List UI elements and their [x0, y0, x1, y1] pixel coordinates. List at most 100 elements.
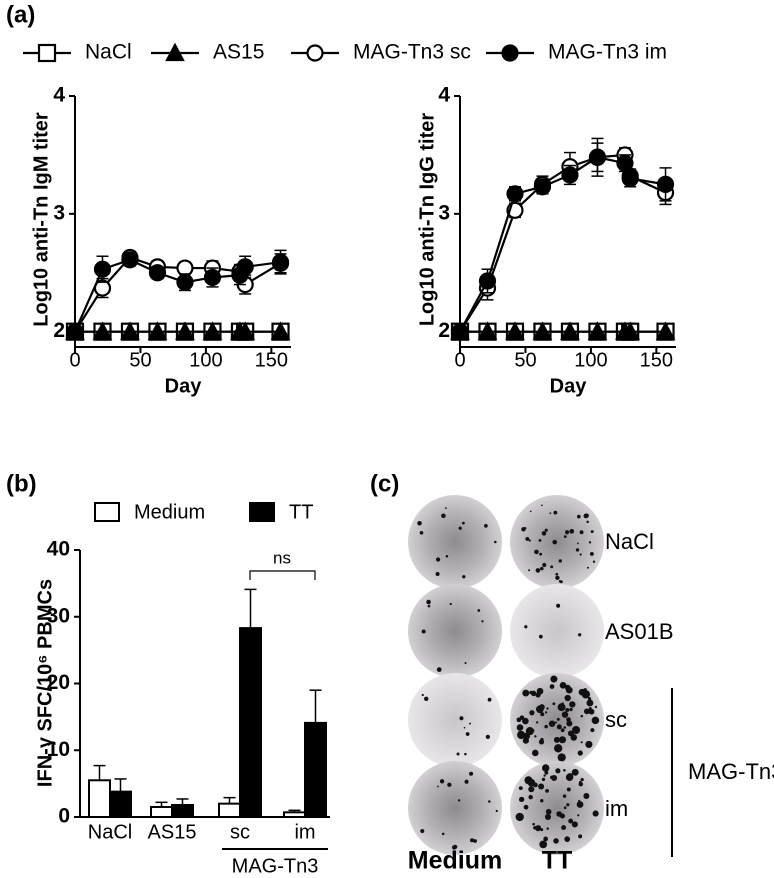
- spot: [534, 549, 539, 555]
- spot: [557, 703, 566, 712]
- spot: [517, 730, 524, 737]
- spot: [538, 783, 545, 790]
- spot: [524, 625, 528, 629]
- y-tick-label: 0: [58, 805, 70, 828]
- marker: [202, 321, 223, 340]
- spot: [419, 530, 424, 535]
- spot: [540, 566, 544, 571]
- spot: [555, 768, 561, 774]
- y-axis-title: IFN-γ SFC/10⁶ PBMCs: [34, 579, 56, 787]
- marker: [93, 260, 112, 278]
- spot: [459, 716, 464, 721]
- spot: [427, 604, 431, 608]
- spot: [555, 572, 559, 576]
- panel-label: (c): [370, 470, 399, 497]
- spot: [417, 520, 422, 526]
- x-tick-label: 100: [189, 349, 222, 371]
- spot: [561, 711, 569, 718]
- spot: [556, 603, 561, 608]
- spot: [586, 566, 589, 569]
- spot: [535, 721, 539, 724]
- spot: [580, 741, 583, 744]
- spot: [488, 800, 491, 803]
- marker: [587, 321, 608, 340]
- marker: [147, 321, 168, 340]
- spot: [544, 724, 548, 729]
- spot: [545, 808, 552, 815]
- spot: [567, 773, 574, 779]
- marker: [165, 42, 185, 62]
- spot: [566, 720, 573, 727]
- spot: [583, 708, 590, 715]
- spot: [566, 787, 571, 792]
- spot: [551, 775, 558, 781]
- spot: [545, 789, 549, 793]
- bar: [88, 779, 111, 818]
- spot: [540, 737, 544, 742]
- spot: [550, 565, 554, 569]
- spot: [421, 629, 426, 634]
- bar: [283, 811, 306, 819]
- marker: [175, 321, 195, 340]
- spot: [564, 836, 571, 842]
- x-axis-title: Day: [550, 375, 588, 397]
- spot: [588, 541, 592, 544]
- marker: [533, 178, 552, 196]
- marker: [271, 253, 290, 271]
- spot: [590, 530, 594, 534]
- marker: [505, 321, 525, 340]
- spot: [543, 836, 548, 842]
- spot: [451, 845, 457, 850]
- spot: [494, 540, 497, 544]
- annotation: ns: [273, 548, 291, 567]
- y-tick-label: 2: [438, 319, 450, 342]
- y-tick-label: 3: [438, 201, 450, 224]
- spot: [529, 710, 535, 716]
- marker: [588, 148, 607, 166]
- spot: [540, 712, 545, 717]
- spot: [562, 794, 567, 798]
- spot: [571, 768, 579, 776]
- spot: [529, 510, 532, 513]
- spot: [552, 702, 556, 706]
- spot: [456, 752, 460, 756]
- spot: [564, 694, 571, 702]
- spot: [570, 734, 578, 741]
- spot: [569, 701, 576, 708]
- marker: [451, 323, 469, 341]
- marker: [203, 268, 222, 287]
- spot: [528, 786, 535, 793]
- y-tick-label: 2: [53, 319, 65, 342]
- bar: [109, 790, 132, 819]
- x-tick-label: 150: [255, 349, 288, 371]
- marker: [92, 321, 113, 340]
- marker: [306, 44, 324, 62]
- y-tick-label: 3: [53, 201, 65, 224]
- spot: [594, 705, 598, 709]
- y-tick-label: 4: [53, 84, 65, 107]
- spot: [591, 716, 600, 725]
- spot: [464, 662, 467, 665]
- well: [510, 584, 604, 678]
- marker: [621, 169, 639, 188]
- column-label: TT: [542, 847, 573, 875]
- spot: [558, 580, 562, 583]
- legend-label: MAG-Tn3 im: [548, 41, 667, 64]
- well: [408, 495, 502, 589]
- spot: [553, 838, 559, 844]
- spot: [560, 728, 565, 733]
- x-tick-label: 150: [640, 349, 673, 371]
- spot: [447, 782, 452, 787]
- spot: [580, 777, 584, 782]
- spot: [470, 838, 475, 843]
- well: [510, 495, 604, 589]
- spot: [444, 507, 447, 510]
- x-tick-label: 100: [574, 349, 607, 371]
- marker: [37, 43, 57, 63]
- spot: [522, 689, 530, 697]
- spot: [541, 764, 550, 772]
- spot: [535, 825, 542, 832]
- x-axis-title: Day: [165, 375, 203, 397]
- spot: [463, 726, 466, 729]
